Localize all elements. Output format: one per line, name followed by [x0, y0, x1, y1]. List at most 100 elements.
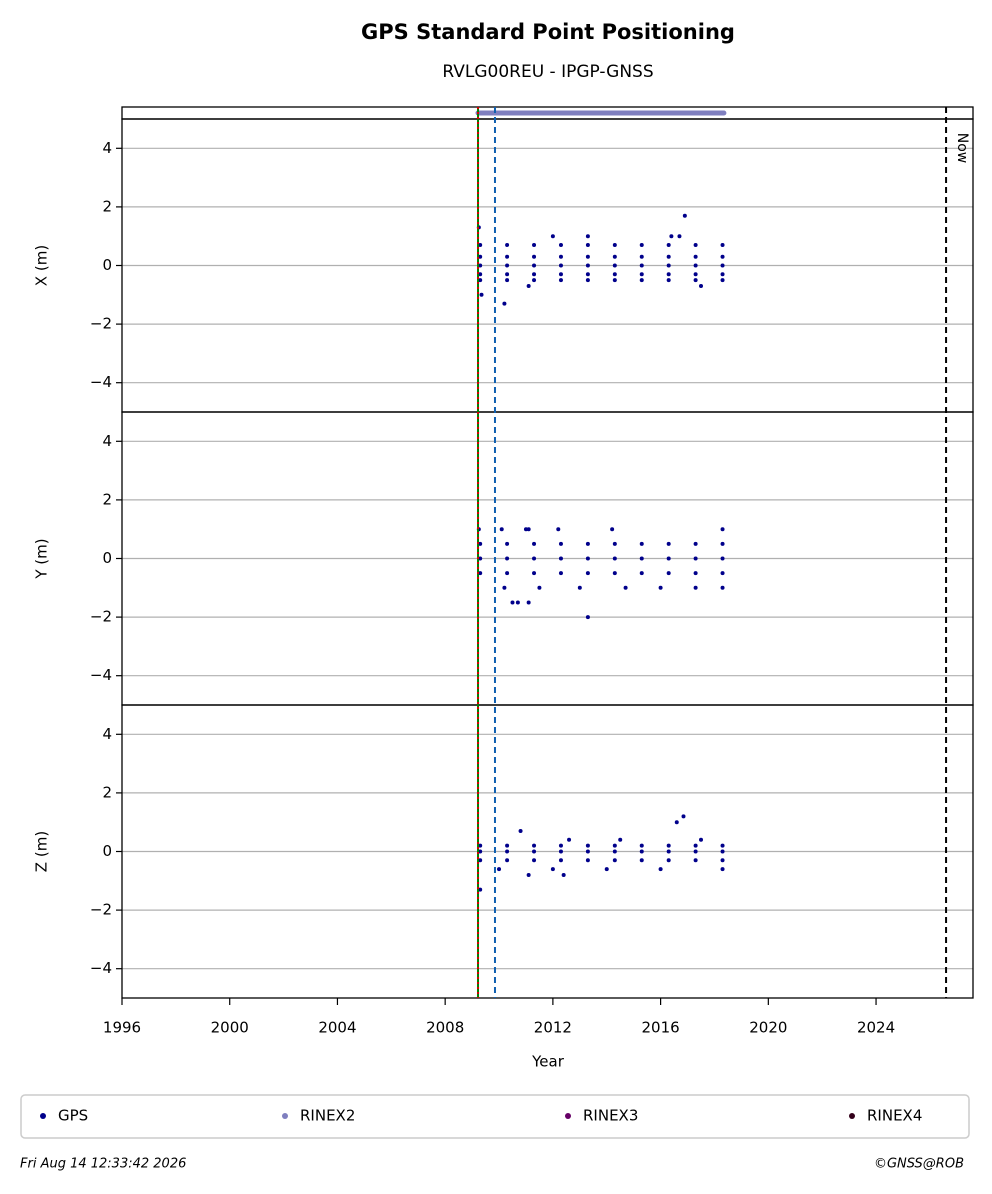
- data-point: [666, 278, 671, 283]
- data-point: [558, 254, 563, 259]
- data-point: [658, 585, 663, 590]
- data-point: [666, 272, 671, 277]
- data-point: [478, 571, 483, 576]
- data-point: [666, 849, 671, 854]
- data-point: [639, 843, 644, 848]
- data-point: [478, 242, 483, 247]
- data-point: [720, 843, 725, 848]
- data-point: [666, 263, 671, 268]
- data-point: [478, 254, 483, 259]
- data-point: [556, 527, 561, 532]
- y-tick-label: −4: [90, 373, 112, 391]
- data-point: [720, 254, 725, 259]
- data-point: [532, 858, 537, 863]
- data-point: [558, 242, 563, 247]
- data-point: [505, 254, 510, 259]
- data-point: [537, 585, 542, 590]
- data-point: [612, 242, 617, 247]
- data-point: [478, 858, 483, 863]
- chart-subtitle: RVLG00REU - IPGP-GNSS: [442, 62, 653, 82]
- y-tick-label: 4: [102, 725, 112, 743]
- data-point: [639, 263, 644, 268]
- data-point: [585, 254, 590, 259]
- y-tick-label: −4: [90, 666, 112, 684]
- data-point: [612, 556, 617, 561]
- data-point: [505, 858, 510, 863]
- data-point: [658, 867, 663, 872]
- data-point: [505, 272, 510, 277]
- x-tick-label: 2024: [857, 1019, 895, 1037]
- x-tick-label: 2000: [211, 1019, 249, 1037]
- data-point: [639, 278, 644, 283]
- legend-marker: [849, 1113, 855, 1119]
- data-point: [567, 837, 572, 842]
- data-point: [532, 849, 537, 854]
- y-tick-label: 2: [102, 197, 112, 215]
- data-point: [612, 571, 617, 576]
- y-tick-label: −2: [90, 608, 112, 626]
- data-point: [526, 284, 531, 289]
- y-axis-label: Z (m): [33, 831, 51, 872]
- data-point: [505, 541, 510, 546]
- data-point: [505, 843, 510, 848]
- data-point: [693, 254, 698, 259]
- data-point: [558, 541, 563, 546]
- chart-title: GPS Standard Point Positioning: [361, 20, 735, 44]
- data-point: [478, 849, 483, 854]
- y-tick-label: 0: [102, 256, 112, 274]
- data-point: [558, 263, 563, 268]
- data-point: [612, 843, 617, 848]
- data-point: [502, 301, 507, 306]
- data-point: [478, 263, 483, 268]
- data-point: [612, 278, 617, 283]
- data-point: [478, 272, 483, 277]
- panel-frame: [121, 704, 974, 999]
- data-point: [510, 600, 515, 605]
- legend-label: GPS: [58, 1107, 88, 1125]
- data-point: [666, 843, 671, 848]
- legend-label: RINEX4: [867, 1107, 922, 1125]
- data-point: [720, 556, 725, 561]
- data-point: [478, 278, 483, 283]
- data-point: [585, 278, 590, 283]
- data-point: [674, 820, 679, 825]
- data-point: [720, 867, 725, 872]
- data-point: [720, 278, 725, 283]
- y-tick-label: 0: [102, 549, 112, 567]
- data-point: [532, 263, 537, 268]
- data-point: [610, 527, 615, 532]
- y-tick-label: −2: [90, 901, 112, 919]
- data-point: [479, 292, 484, 297]
- data-point: [666, 242, 671, 247]
- data-point: [612, 858, 617, 863]
- data-point: [585, 571, 590, 576]
- data-point: [720, 527, 725, 532]
- data-point: [550, 867, 555, 872]
- data-point: [720, 242, 725, 247]
- data-point: [639, 849, 644, 854]
- data-point: [585, 272, 590, 277]
- legend-label: RINEX3: [583, 1107, 638, 1125]
- data-point: [693, 571, 698, 576]
- data-point: [499, 527, 504, 532]
- data-point: [532, 272, 537, 277]
- data-point: [693, 556, 698, 561]
- data-point: [720, 263, 725, 268]
- data-point: [561, 872, 566, 877]
- data-point: [693, 843, 698, 848]
- data-point: [693, 849, 698, 854]
- data-point: [693, 242, 698, 247]
- data-point: [666, 254, 671, 259]
- data-point: [515, 600, 520, 605]
- data-point: [585, 849, 590, 854]
- data-point: [612, 541, 617, 546]
- y-axis-label: Y (m): [33, 538, 51, 579]
- data-point: [532, 278, 537, 283]
- data-point: [526, 872, 531, 877]
- data-point: [681, 814, 686, 819]
- data-point: [518, 828, 523, 833]
- legend-label: RINEX2: [300, 1107, 355, 1125]
- data-point: [558, 272, 563, 277]
- data-point: [550, 234, 555, 239]
- data-point: [693, 263, 698, 268]
